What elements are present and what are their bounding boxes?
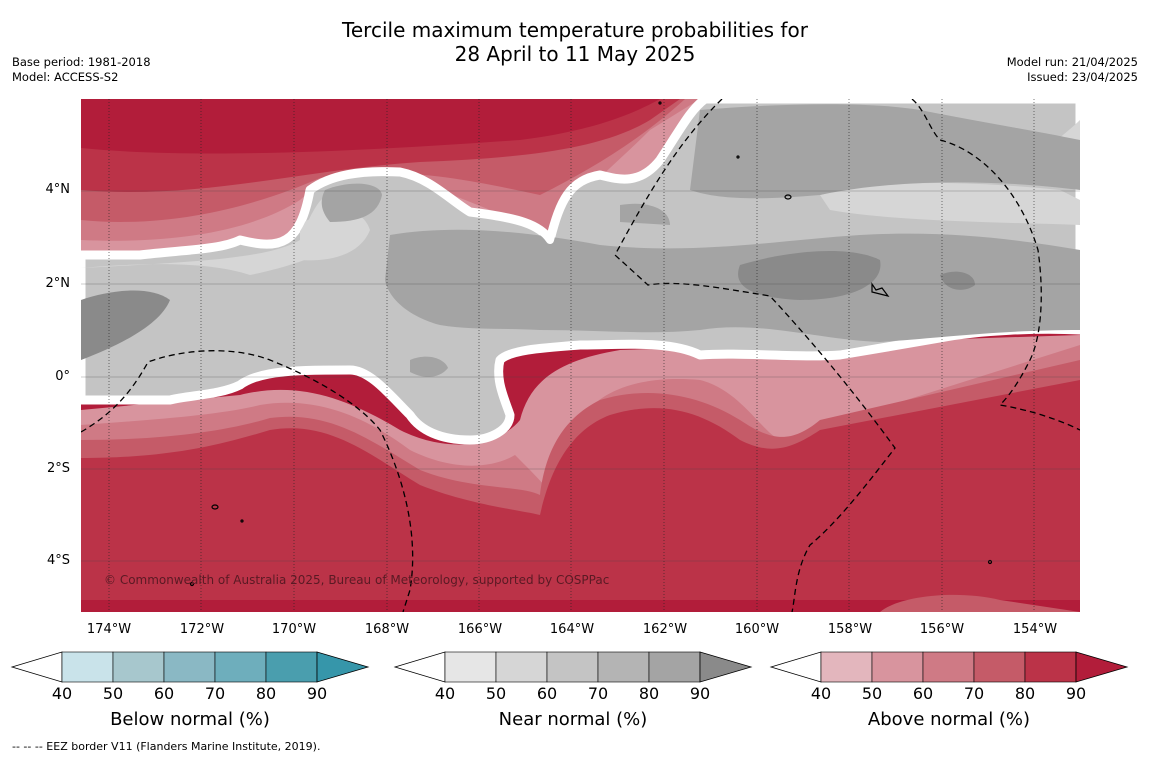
- eez-border-central: [614, 99, 896, 612]
- colorbar-2-tick-3: 70: [963, 684, 985, 703]
- lon-tick-154w: 154°W: [1012, 622, 1058, 637]
- colorbar-0-tick-3: 70: [204, 684, 226, 703]
- colorbar-0-box-2: [163, 651, 216, 683]
- colorbar-1-box-4: [648, 651, 701, 683]
- colorbar-0-box-0: [61, 651, 114, 683]
- map-field: [81, 99, 1080, 612]
- colorbar-1-tick-3: 70: [587, 684, 609, 703]
- above-band-70-southeast: [880, 594, 1080, 612]
- colorbar-1-tick-1: 50: [485, 684, 507, 703]
- colorbar-2-box-4: [1024, 651, 1077, 683]
- colorbar-1-tick-4: 80: [638, 684, 660, 703]
- colorbar-2-tick-2: 60: [912, 684, 934, 703]
- colorbar-0-box-3: [214, 651, 267, 683]
- colorbar-1-low-extend: [393, 651, 446, 683]
- model-text: Model: ACCESS-S2: [12, 70, 119, 84]
- colorbar-2-tick-0: 40: [810, 684, 832, 703]
- colorbar-0-box-1: [112, 651, 165, 683]
- colorbar-1-tick-0: 40: [434, 684, 456, 703]
- lat-tick-4s: 4°S: [46, 553, 70, 568]
- title-line-2: 28 April to 11 May 2025: [454, 42, 696, 66]
- near-band-80-core: [385, 229, 1080, 342]
- colorbar-2-box-0: [820, 651, 873, 683]
- colorbar-2-tick-5: 90: [1065, 684, 1087, 703]
- meta-right: Model run: 21/04/2025 Issued: 23/04/2025: [1007, 55, 1138, 85]
- colorbar-2-box-1: [871, 651, 924, 683]
- meta-left: Base period: 1981-2018 Model: ACCESS-S2: [12, 55, 151, 85]
- colorbar-0-low-extend: [10, 651, 63, 683]
- lon-tick-172w: 172°W: [179, 622, 225, 637]
- latitude-lines: [81, 190, 1080, 562]
- colorbar-2-box-3: [973, 651, 1026, 683]
- colorbar-below-normal: [10, 651, 370, 683]
- colorbar-above-normal: [769, 651, 1129, 683]
- colorbar-2-tick-4: 80: [1014, 684, 1036, 703]
- colorbar-1-box-0: [444, 651, 497, 683]
- lon-tick-162w: 162°W: [642, 622, 688, 637]
- above-normal-label: Above normal (%): [867, 709, 1031, 730]
- colorbar-0-tick-1: 50: [102, 684, 124, 703]
- issued-text: Issued: 23/04/2025: [1027, 70, 1138, 84]
- below-normal-label: Below normal (%): [110, 709, 270, 730]
- map-title: Tercile maximum temperature probabilitie…: [0, 18, 1150, 66]
- colorbar-1-tick-5: 90: [689, 684, 711, 703]
- colorbar-0-tick-4: 80: [255, 684, 277, 703]
- lon-tick-164w: 164°W: [549, 622, 595, 637]
- near-band-50-patch-b: [820, 183, 1080, 225]
- lon-tick-174w: 174°W: [86, 622, 132, 637]
- colorbar-0-tick-5: 90: [306, 684, 328, 703]
- lat-tick-2n: 2°N: [45, 276, 71, 291]
- colorbar-2-tick-1: 50: [861, 684, 883, 703]
- eez-legend-note: -- -- -- EEZ border V11 (Flanders Marine…: [12, 740, 321, 753]
- colorbar-1-box-2: [546, 651, 599, 683]
- colorbar-near-normal: [393, 651, 753, 683]
- colorbar-2-box-2: [922, 651, 975, 683]
- colorbar-0-box-4: [265, 651, 318, 683]
- eez-border-west: [81, 350, 414, 612]
- lat-tick-4n: 4°N: [45, 182, 71, 197]
- colorbar-1-high-extend: [699, 651, 753, 683]
- contour-white-north: [81, 99, 708, 259]
- lon-tick-166w: 166°W: [457, 622, 503, 637]
- islands: [189, 101, 993, 587]
- lon-tick-158w: 158°W: [827, 622, 873, 637]
- colorbar-0-tick-2: 60: [153, 684, 175, 703]
- colorbar-1-tick-2: 60: [536, 684, 558, 703]
- colorbar-2-low-extend: [769, 651, 822, 683]
- lat-tick-2s: 2°S: [46, 461, 70, 476]
- island-small-a: [211, 504, 219, 510]
- colorbar-1-box-1: [495, 651, 548, 683]
- lon-tick-168w: 168°W: [364, 622, 410, 637]
- lon-tick-170w: 170°W: [271, 622, 317, 637]
- near-normal-label: Near normal (%): [498, 709, 648, 730]
- base-period-text: Base period: 1981-2018: [12, 55, 151, 69]
- near-band-90-core-west: [81, 290, 170, 360]
- lon-tick-160w: 160°W: [734, 622, 780, 637]
- colorbar-1-box-3: [597, 651, 650, 683]
- eez-border-east: [911, 99, 1080, 431]
- colorbar-2-high-extend: [1075, 651, 1129, 683]
- lon-tick-156w: 156°W: [919, 622, 965, 637]
- model-run-text: Model run: 21/04/2025: [1006, 55, 1138, 69]
- title-line-1: Tercile maximum temperature probabilitie…: [342, 18, 808, 42]
- above-band-80-south: [81, 380, 1080, 612]
- lat-tick-0: 0°: [55, 369, 70, 384]
- colorbar-0-tick-0: 40: [51, 684, 73, 703]
- copyright-credit: © Commonwealth of Australia 2025, Bureau…: [104, 573, 610, 587]
- eez-borders: [81, 99, 1080, 612]
- island-tabuaeran: [784, 194, 792, 200]
- island-kiritimati: [871, 282, 890, 297]
- near-band-90-core-east: [738, 250, 881, 300]
- colorbar-0-high-extend: [316, 651, 370, 683]
- near-band-50-patch-a: [81, 195, 353, 275]
